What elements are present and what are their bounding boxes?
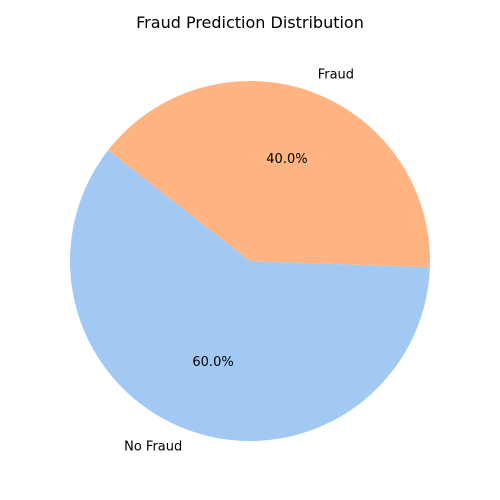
slice-percent-no-fraud: 60.0% [192,355,233,370]
pie-slice-fraud [108,81,430,268]
slice-percent-fraud: 40.0% [266,152,307,167]
pie-labels: No Fraud 60.0% Fraud 40.0% [124,67,354,454]
pie-slice-no-fraud [69,150,430,442]
chart-title: Fraud Prediction Distribution [136,13,364,32]
slice-label-no-fraud: No Fraud [124,440,182,455]
slice-label-fraud: Fraud [318,67,354,82]
pie-slices [69,81,430,442]
